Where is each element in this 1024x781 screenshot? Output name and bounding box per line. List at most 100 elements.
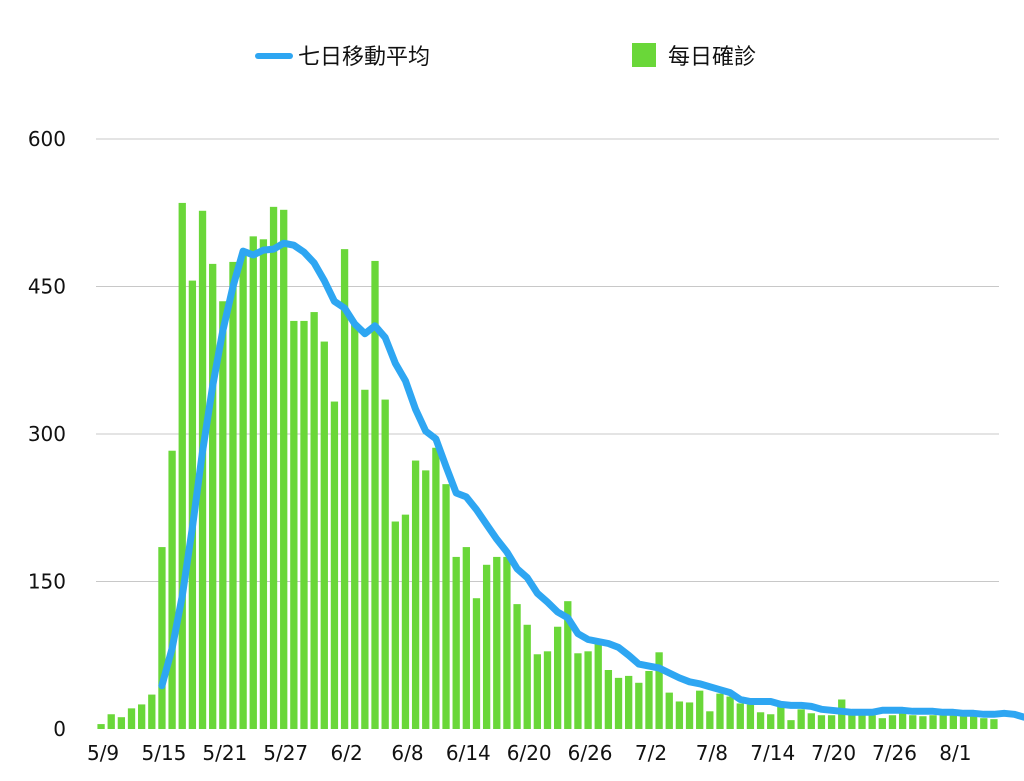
y-tick-label: 450: [28, 275, 66, 299]
bar: [827, 715, 836, 729]
bar: [432, 447, 440, 729]
bar: [564, 601, 572, 729]
bar: [990, 719, 998, 729]
bar: [980, 718, 988, 729]
bar: [959, 716, 968, 729]
x-tick-label: 8/1: [939, 741, 971, 765]
bar: [685, 702, 694, 729]
x-tick-label: 5/21: [202, 741, 247, 765]
bar: [858, 709, 866, 729]
bar: [300, 320, 308, 729]
bar: [675, 701, 684, 729]
bar: [361, 389, 369, 729]
bar: [482, 564, 491, 729]
x-tick-label: 6/26: [568, 741, 613, 765]
bar: [472, 598, 481, 729]
bar: [655, 652, 663, 729]
bar: [807, 713, 815, 729]
x-tick-label: 7/2: [635, 741, 667, 765]
bar: [97, 724, 105, 729]
bar: [381, 399, 389, 729]
moving-average-line: [158, 239, 1024, 721]
x-tick-label: 6/14: [446, 741, 491, 765]
bar: [696, 690, 704, 729]
bar: [878, 718, 886, 729]
bar: [625, 675, 633, 729]
bar: [848, 713, 856, 729]
x-tick-label: 7/20: [811, 741, 856, 765]
bar: [158, 547, 166, 729]
bar: [127, 708, 136, 729]
bar: [280, 209, 288, 730]
x-tick-label: 5/27: [263, 741, 308, 765]
bar: [787, 720, 795, 729]
bar: [898, 713, 907, 729]
bar: [422, 470, 430, 729]
bar: [442, 484, 450, 729]
bar: [645, 670, 653, 729]
y-tick-label: 300: [28, 422, 66, 446]
bar: [340, 249, 349, 729]
bar: [209, 263, 217, 729]
x-tick-label: 6/20: [507, 741, 552, 765]
bar: [939, 715, 947, 729]
bar: [817, 715, 826, 729]
y-tick-label: 600: [28, 127, 66, 151]
bar: [391, 521, 399, 729]
x-tick-label: 7/8: [696, 741, 728, 765]
y-tick-label: 150: [28, 570, 66, 594]
bar: [584, 651, 592, 729]
bar: [736, 703, 744, 729]
bar: [513, 604, 521, 729]
x-tick-label: 6/2: [330, 741, 362, 765]
bar: [533, 654, 542, 729]
x-tick-label: 5/9: [87, 741, 119, 765]
bar: [909, 715, 917, 729]
line-series: [158, 239, 1024, 721]
bar: [716, 693, 724, 729]
bar: [462, 547, 470, 729]
x-tick-label: 7/26: [872, 741, 917, 765]
x-tick-label: 6/8: [391, 741, 423, 765]
bar: [777, 701, 785, 729]
bar: [290, 320, 298, 729]
bar: [107, 714, 115, 729]
bar: [117, 717, 126, 729]
legend-bar-label: 每日確診: [668, 45, 756, 70]
bar: [269, 206, 278, 730]
bar: [371, 260, 379, 729]
x-tick-label: 7/14: [750, 741, 795, 765]
bar: [229, 261, 237, 729]
bar: [148, 694, 156, 729]
bar: [594, 643, 602, 729]
bar: [239, 252, 247, 730]
bar: [330, 401, 339, 729]
bar: [767, 714, 775, 729]
bar: [635, 682, 643, 729]
bar: [178, 202, 186, 729]
x-tick-label: 5/15: [141, 741, 186, 765]
bar: [574, 653, 582, 729]
bar: [604, 670, 613, 729]
bar: [888, 715, 897, 729]
legend-bar-swatch: [632, 43, 656, 67]
bar: [665, 692, 673, 729]
bar: [726, 696, 734, 729]
y-axis-tick-labels: 0 150 300 450 600: [28, 127, 66, 741]
bar: [351, 322, 359, 729]
bar: [868, 715, 876, 729]
bar: [746, 704, 755, 729]
bar: [310, 312, 318, 729]
bar: [138, 704, 146, 729]
bar: [543, 651, 552, 729]
bar: [168, 450, 176, 729]
bar: [797, 709, 805, 729]
bar: [249, 236, 257, 729]
bar: [411, 460, 420, 729]
bar: [756, 712, 765, 729]
bar: [706, 711, 714, 729]
bar: [969, 716, 978, 729]
bar: [452, 556, 460, 729]
bar: [259, 239, 268, 730]
